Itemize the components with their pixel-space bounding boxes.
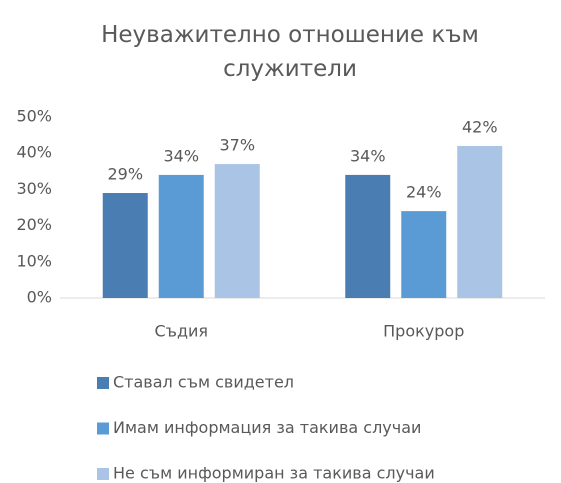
y-tick-label: 30% xyxy=(16,179,52,198)
bar xyxy=(457,145,503,298)
data-label: 34% xyxy=(163,146,199,165)
y-tick-label: 50% xyxy=(16,107,52,126)
bar xyxy=(158,174,204,298)
legend-swatch xyxy=(97,377,109,389)
bar xyxy=(214,164,260,298)
y-tick-label: 20% xyxy=(16,215,52,234)
legend-label: Не съм информиран за такива случаи xyxy=(113,464,435,483)
data-label: 24% xyxy=(406,183,442,202)
data-label: 37% xyxy=(219,136,255,155)
y-tick-label: 10% xyxy=(16,251,52,270)
data-label: 29% xyxy=(107,165,143,184)
y-tick-label: 0% xyxy=(27,288,52,307)
legend-swatch xyxy=(97,422,109,435)
legend-swatch xyxy=(97,468,109,480)
data-label: 42% xyxy=(462,117,498,136)
chart-title: Неуважително отношение към служители xyxy=(101,22,479,82)
bar xyxy=(345,174,391,298)
x-tick-label: Прокурор xyxy=(383,322,464,341)
legend-label: Ставал съм свидетел xyxy=(113,373,294,392)
data-label: 34% xyxy=(350,146,386,165)
legend-label: Имам информация за такива случаи xyxy=(113,418,421,437)
y-tick-label: 40% xyxy=(16,143,52,162)
x-tick-label: Съдия xyxy=(154,322,208,341)
bar xyxy=(102,193,148,298)
bar xyxy=(401,211,447,298)
